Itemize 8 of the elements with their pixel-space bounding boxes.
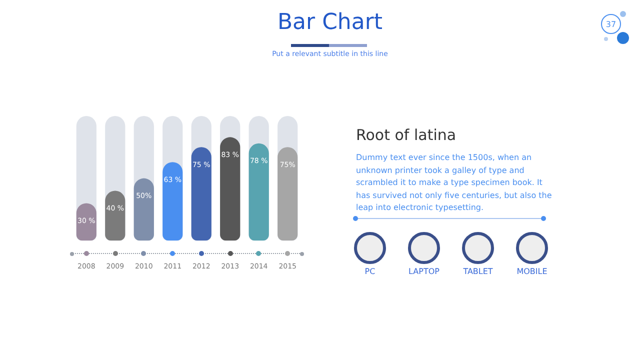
text: Root of latina: [356, 126, 456, 144]
text: MOBILE: [516, 267, 548, 276]
chart-title: Bar Chart: [277, 10, 383, 35]
text: Dummy text ever since the 1500s, when an unknown printer took a galley of type and scrambled it to make a type specimen book. It has survived not only five centuries, but also the leap into electronic typesetting.: [356, 152, 552, 214]
text: TABLET: [462, 267, 494, 276]
text: 37: [601, 14, 621, 34]
text: LAPTOP: [408, 267, 440, 276]
text: PC: [364, 267, 376, 276]
